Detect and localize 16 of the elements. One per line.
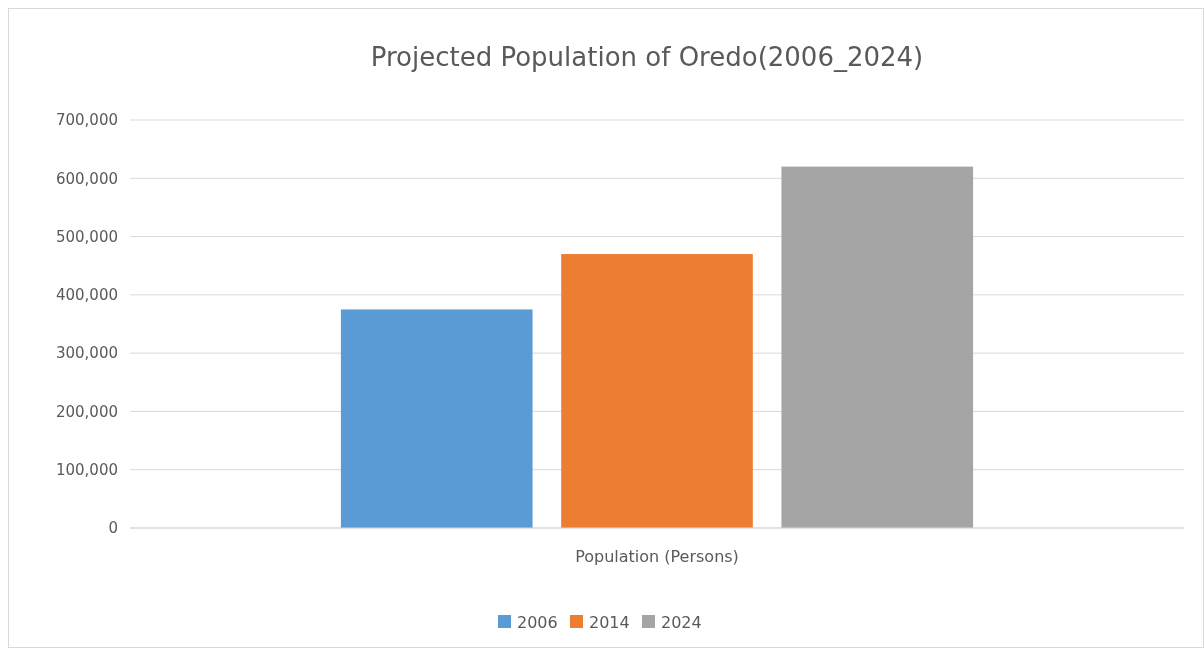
bar [561, 254, 753, 528]
legend-label: 2014 [589, 612, 630, 632]
x-tick-label: Population (Persons) [575, 547, 739, 566]
y-tick-label: 700,000 [55, 111, 118, 130]
y-tick-label: 500,000 [55, 227, 118, 246]
bar [340, 309, 533, 528]
bar [781, 166, 974, 528]
y-tick-label: 200,000 [55, 402, 118, 421]
chart-title: Projected Population of Oredo(2006_2024) [370, 42, 924, 72]
y-tick-label: 600,000 [55, 169, 118, 188]
y-tick-label: 100,000 [55, 460, 118, 479]
y-tick-label: 400,000 [55, 286, 118, 305]
legend-label: 2006 [517, 612, 558, 632]
legend-label: 2024 [661, 612, 702, 632]
y-tick-label: 300,000 [55, 344, 118, 363]
y-tick-label: 0 [108, 519, 118, 538]
